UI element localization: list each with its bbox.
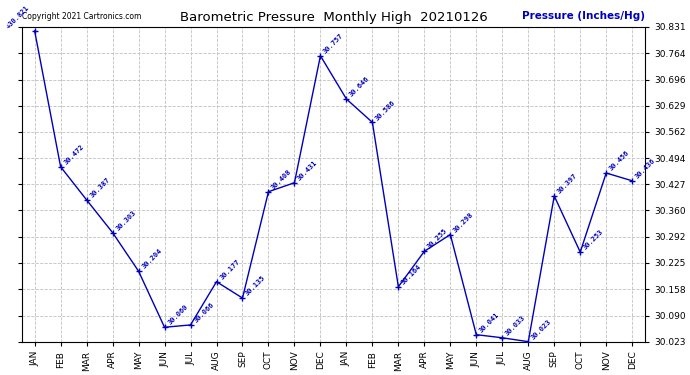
Title: Barometric Pressure  Monthly High  20210126: Barometric Pressure Monthly High 2021012… [179, 11, 487, 24]
Text: Pressure (Inches/Hg): Pressure (Inches/Hg) [522, 10, 645, 21]
Text: 30.456: 30.456 [609, 150, 631, 172]
Text: 30.164: 30.164 [400, 263, 423, 286]
Text: 30.303: 30.303 [115, 209, 137, 231]
Text: 30.757: 30.757 [322, 32, 345, 55]
Text: 30.472: 30.472 [63, 143, 85, 166]
Text: Copyright 2021 Cartronics.com: Copyright 2021 Cartronics.com [21, 12, 141, 21]
Text: +30.821: +30.821 [6, 4, 31, 30]
Text: 30.255: 30.255 [426, 228, 449, 250]
Text: 30.408: 30.408 [270, 168, 293, 190]
Text: 30.431: 30.431 [297, 159, 319, 182]
Text: 30.041: 30.041 [478, 311, 501, 333]
Text: 30.387: 30.387 [89, 177, 111, 199]
Text: 30.586: 30.586 [375, 99, 397, 121]
Text: 30.298: 30.298 [453, 211, 475, 233]
Text: 30.066: 30.066 [193, 302, 215, 324]
Text: 30.060: 30.060 [166, 304, 189, 326]
Text: 30.135: 30.135 [244, 274, 267, 297]
Text: 30.436: 30.436 [634, 158, 657, 180]
Text: 30.397: 30.397 [556, 172, 579, 195]
Text: 30.204: 30.204 [141, 248, 163, 270]
Text: 30.033: 30.033 [504, 314, 526, 337]
Text: 30.646: 30.646 [348, 76, 371, 98]
Text: 30.253: 30.253 [582, 229, 604, 251]
Text: 30.023: 30.023 [531, 318, 553, 340]
Text: 30.177: 30.177 [219, 258, 241, 280]
